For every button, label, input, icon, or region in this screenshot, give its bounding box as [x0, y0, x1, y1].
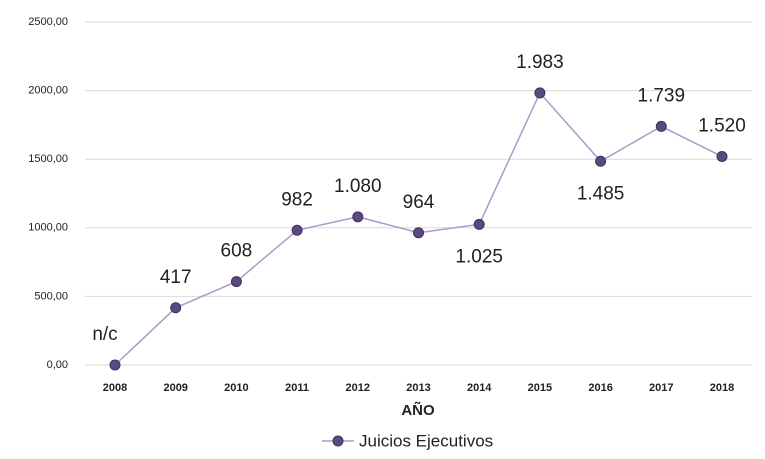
x-tick-label: 2011 — [285, 382, 309, 394]
y-tick-label: 1000,00 — [28, 222, 68, 234]
marker — [534, 87, 546, 99]
data-label: 417 — [160, 267, 192, 288]
marker — [230, 276, 242, 288]
data-label: 1.025 — [455, 246, 503, 267]
y-tick-label: 500,00 — [34, 290, 68, 302]
marker — [716, 150, 728, 162]
data-label: 1.739 — [638, 85, 686, 106]
x-tick-label: 2014 — [467, 382, 492, 394]
data-label: 964 — [403, 192, 435, 213]
x-tick-label: 2017 — [649, 382, 673, 394]
marker — [473, 218, 485, 230]
marker — [109, 359, 121, 371]
legend-marker — [332, 435, 344, 447]
legend-label: Juicios Ejecutivos — [359, 431, 493, 450]
x-tick-label: 2015 — [528, 382, 552, 394]
marker — [291, 224, 303, 236]
x-tick-label: 2013 — [406, 382, 430, 394]
data-label: 1.080 — [334, 176, 382, 197]
marker — [413, 227, 424, 239]
data-label: 1.520 — [698, 115, 746, 136]
marker — [170, 302, 182, 314]
marker — [655, 120, 667, 132]
x-tick-label: 2008 — [103, 382, 127, 394]
x-axis-label: AÑO — [401, 401, 435, 419]
marker — [595, 155, 607, 167]
data-label: n/c — [92, 324, 117, 345]
x-tick-label: 2016 — [588, 382, 612, 394]
x-tick-label: 2018 — [710, 382, 734, 394]
data-label: 1.485 — [577, 183, 625, 204]
data-label: 608 — [221, 241, 253, 262]
x-tick-label: 2010 — [224, 382, 248, 394]
y-tick-label: 0,00 — [47, 359, 68, 371]
data-label: 1.983 — [516, 52, 564, 73]
y-tick-label: 2000,00 — [28, 85, 68, 97]
marker — [352, 211, 364, 223]
x-tick-label: 2012 — [346, 382, 370, 394]
y-tick-label: 2500,00 — [28, 16, 68, 28]
x-tick-label: 2009 — [163, 382, 187, 394]
data-label: 982 — [281, 189, 313, 210]
y-tick-label: 1500,00 — [28, 153, 68, 165]
